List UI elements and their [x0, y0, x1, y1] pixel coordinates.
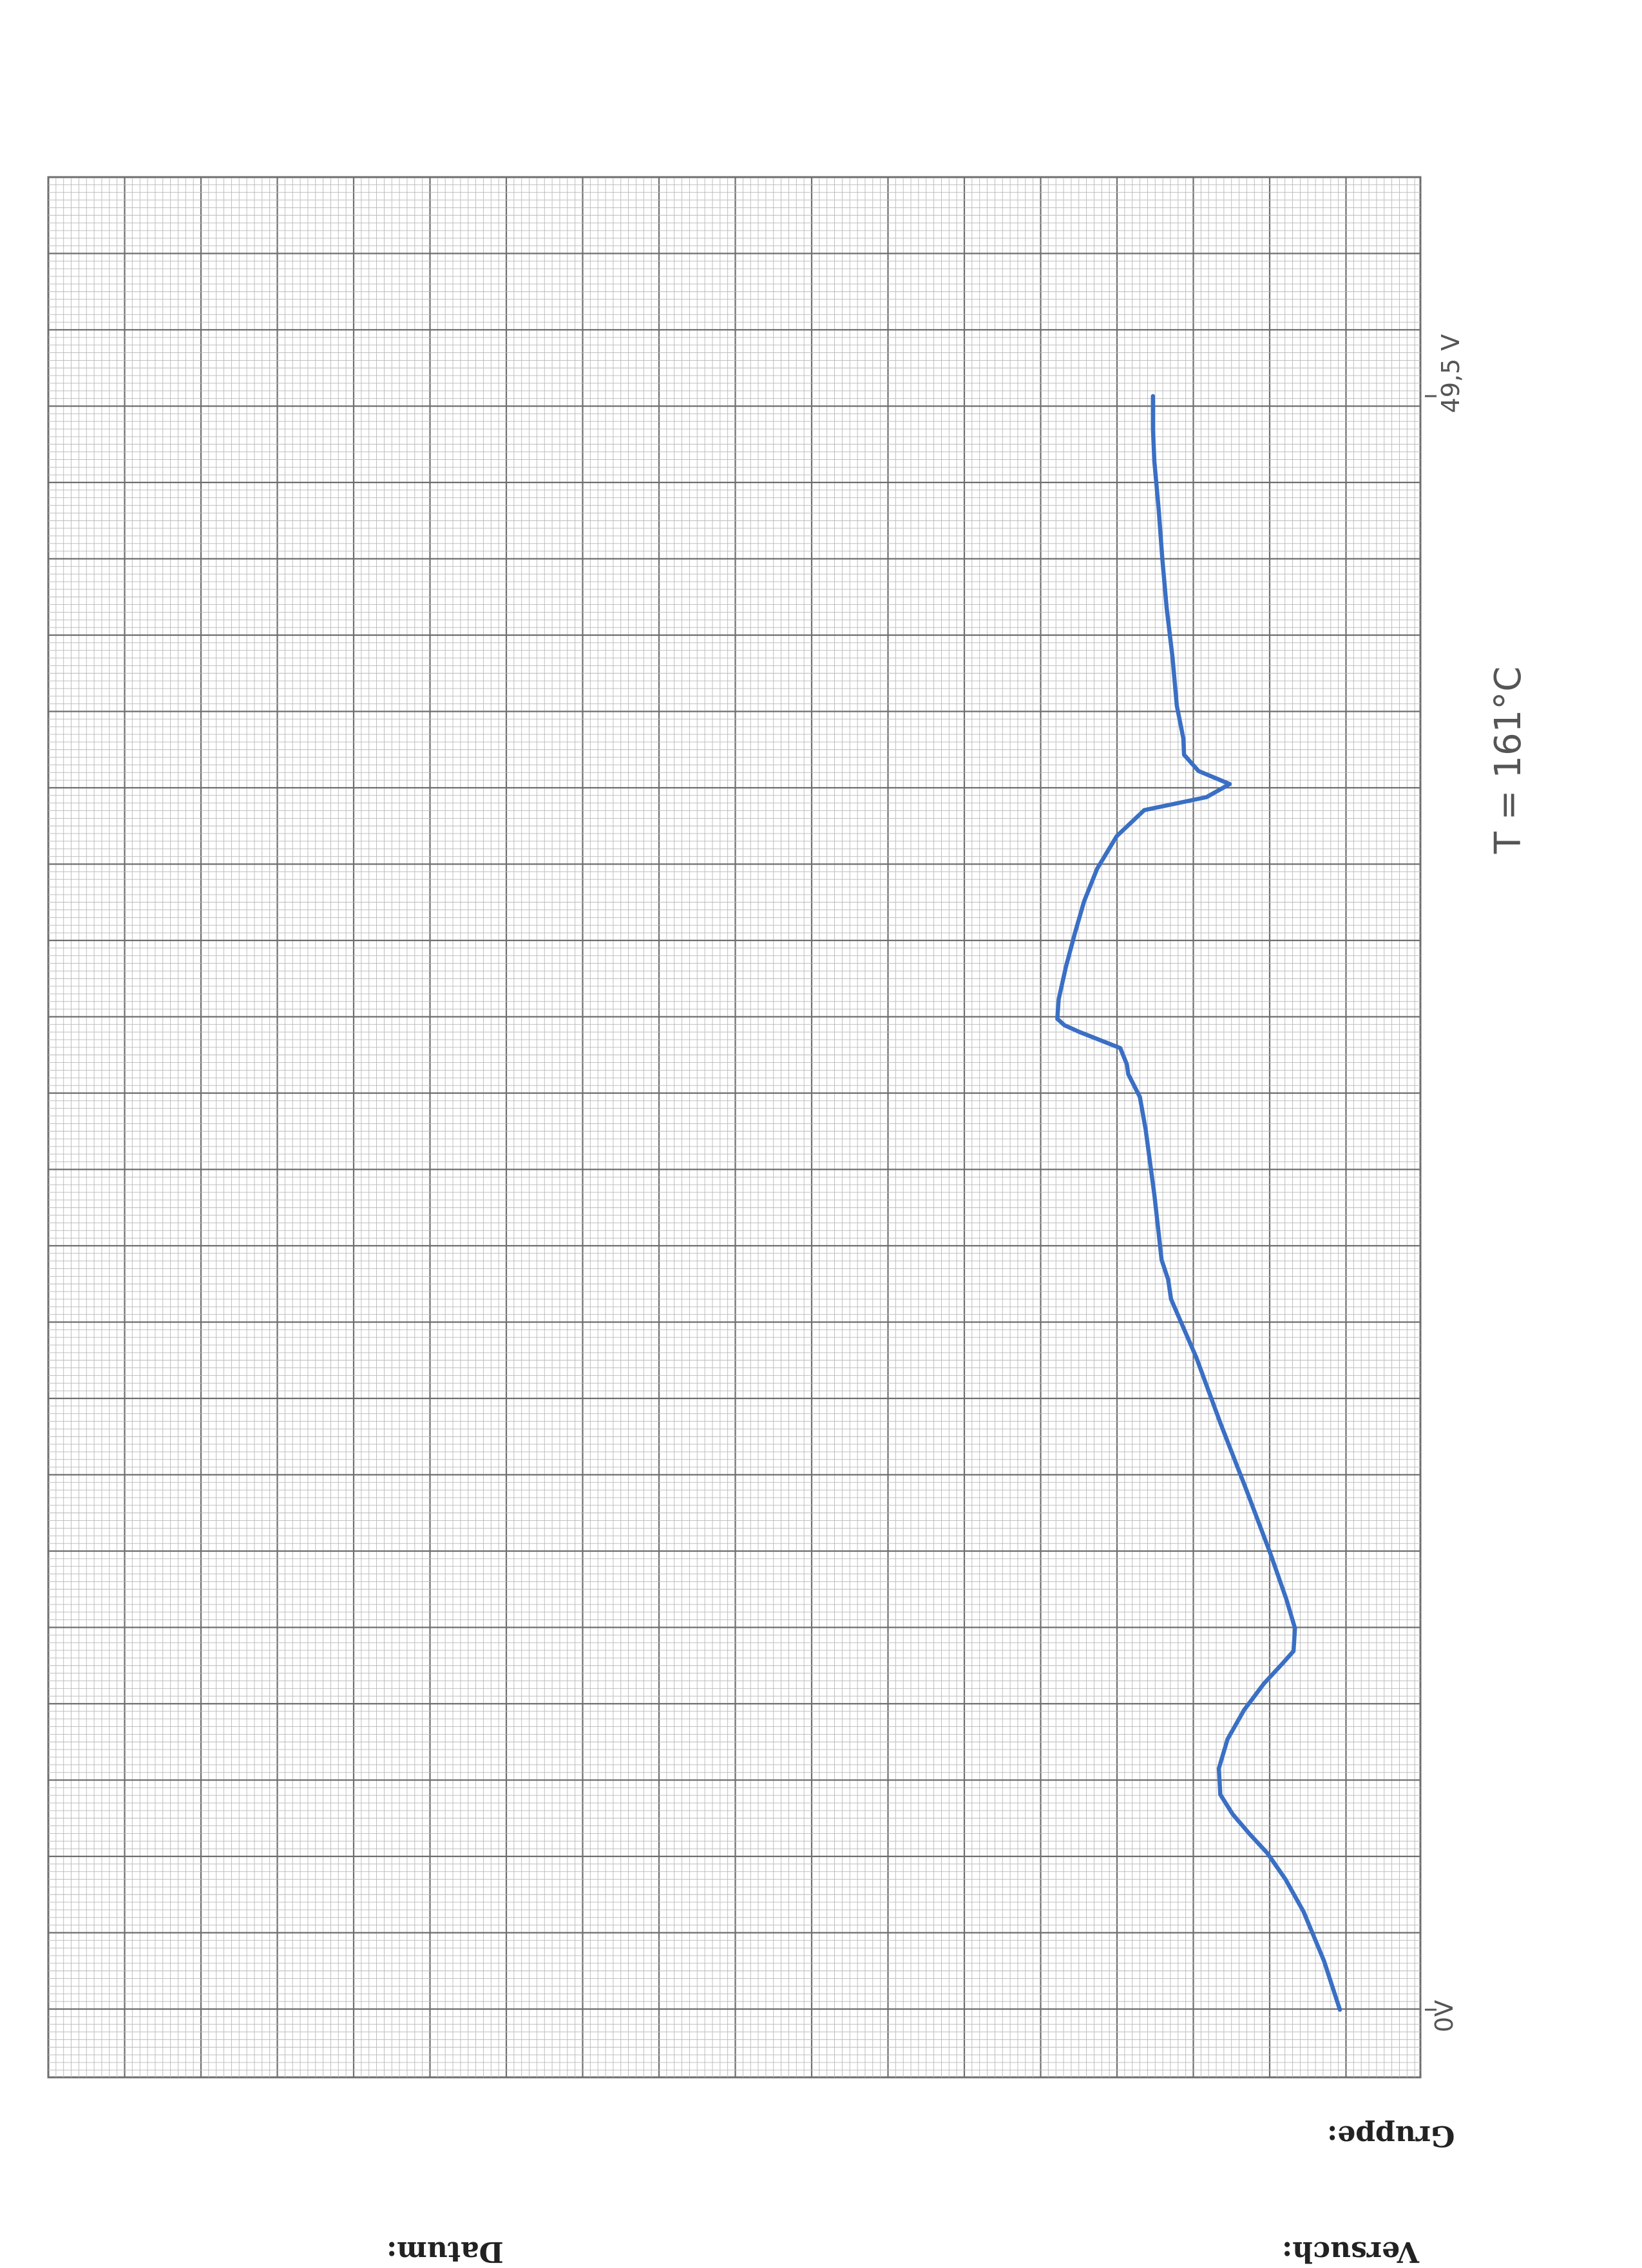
scale-top-label: 49,5 V	[1437, 334, 1465, 414]
datum-label: Datum:	[387, 2235, 504, 2268]
scale-zero-label: 0V	[1430, 2000, 1458, 2032]
graph-paper-grid	[47, 176, 1422, 2079]
gruppe-label: Gruppe:	[1327, 2119, 1455, 2152]
data-line	[1055, 394, 1342, 2012]
chart-marks	[1055, 394, 1342, 2012]
versuch-label: Versuch:	[1282, 2235, 1420, 2268]
chart-labels: 49,5 V 0V T = 161°C	[1425, 334, 1529, 2032]
temperature-annotation: T = 161°C	[1487, 667, 1529, 855]
